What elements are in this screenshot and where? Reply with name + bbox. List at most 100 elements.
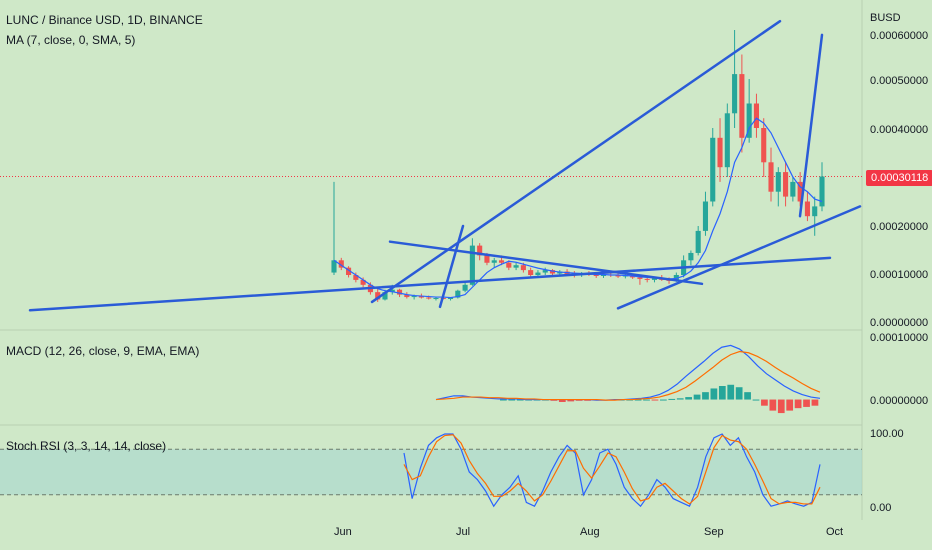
- macd-histogram-bar: [567, 399, 575, 402]
- current-price-badge: 0.00030118: [866, 170, 932, 186]
- candle-body: [506, 262, 512, 268]
- trendline[interactable]: [798, 33, 824, 218]
- trendlines[interactable]: [28, 19, 862, 312]
- candle-body: [513, 265, 519, 268]
- candle-body: [600, 274, 607, 276]
- stoch-legend[interactable]: Stoch RSI (3, 3, 14, 14, close): [6, 439, 167, 453]
- candle-body: [360, 279, 366, 285]
- candle-body: [637, 277, 643, 279]
- macd-histogram-bar: [575, 399, 583, 401]
- symbol-legend[interactable]: LUNC / Binance USD, 1D, BINANCE: [6, 13, 203, 27]
- candle-body: [389, 289, 395, 293]
- price-tick: 0.00040000: [870, 124, 929, 136]
- macd-histogram-bar: [558, 399, 566, 402]
- candle-body: [484, 255, 490, 263]
- trendline[interactable]: [370, 19, 782, 304]
- price-tick: 0.00060000: [870, 30, 929, 42]
- candle-body: [477, 245, 483, 256]
- macd-histogram-bar: [744, 392, 751, 400]
- candle-body: [382, 292, 388, 300]
- candle-body: [739, 74, 745, 138]
- stoch-band: [0, 449, 862, 495]
- candle-body: [768, 162, 774, 192]
- price-tick: 0.00050000: [870, 75, 929, 87]
- macd-histogram-bar: [516, 399, 524, 401]
- candle-body: [695, 230, 701, 253]
- candle-body: [651, 278, 658, 280]
- candle-body: [775, 172, 781, 192]
- time-tick: Oct: [826, 526, 844, 538]
- candle-body: [797, 181, 803, 202]
- candle-body: [397, 289, 403, 295]
- time-tick: Jun: [334, 526, 352, 538]
- stoch-d-line: [403, 434, 821, 505]
- candle-body: [331, 260, 337, 273]
- time-tick: Sep: [704, 526, 724, 538]
- macd-histogram-bar: [803, 399, 810, 407]
- candle-body: [819, 176, 825, 207]
- candle-body: [520, 265, 526, 271]
- ma-legend[interactable]: MA (7, close, 0, SMA, 5): [6, 33, 136, 47]
- macd-histogram-bar: [786, 399, 794, 411]
- macd-histogram-bar: [811, 399, 819, 406]
- macd-histogram-bar: [702, 392, 709, 400]
- candle-body: [462, 284, 468, 291]
- candle-body: [732, 74, 738, 114]
- candle-body: [498, 260, 505, 263]
- macd-histogram-bar: [727, 384, 735, 400]
- candle-body: [615, 275, 621, 277]
- macd-histogram-bar: [634, 399, 642, 401]
- macd-histogram-bar: [777, 399, 785, 414]
- macd-histogram-bar: [685, 397, 692, 400]
- signal-line: [435, 350, 821, 401]
- macd-histogram-bar: [651, 399, 659, 401]
- candle-body: [804, 201, 810, 217]
- time-tick: Aug: [580, 526, 600, 538]
- trendline[interactable]: [616, 205, 862, 310]
- candle-body: [338, 260, 344, 268]
- macd-histogram-bar: [710, 388, 718, 400]
- price-unit: BUSD: [870, 12, 901, 24]
- candle-body: [491, 260, 497, 263]
- trendline[interactable]: [388, 240, 704, 286]
- time-tick: Jul: [456, 526, 471, 538]
- macd-legend[interactable]: MACD (12, 26, close, 9, EMA, EMA): [6, 344, 200, 358]
- candle-body: [644, 278, 650, 280]
- trendline[interactable]: [28, 256, 832, 312]
- macd-histogram-bar: [676, 398, 684, 400]
- candle-body: [404, 294, 410, 298]
- macd-histogram-bar: [550, 399, 558, 401]
- macd-tick: 0.00000000: [870, 395, 929, 407]
- candle-body: [447, 297, 454, 300]
- macd-histogram-bar: [584, 399, 591, 401]
- macd-histogram-bar: [660, 399, 667, 401]
- ma-line: [333, 117, 823, 299]
- candle-body: [418, 296, 424, 298]
- pane-separators: [0, 0, 863, 520]
- candle-body: [702, 201, 709, 231]
- candle-body: [761, 128, 767, 163]
- candle-body: [790, 181, 796, 197]
- stoch-tick: 100.00: [870, 428, 904, 440]
- macd-histogram-bar: [668, 398, 676, 400]
- candle-body: [593, 275, 599, 276]
- candle-body: [433, 298, 439, 300]
- price-tick: 0.00000000: [870, 317, 929, 329]
- candle-body: [812, 206, 818, 217]
- candle-body: [455, 290, 461, 298]
- candle-body: [426, 297, 432, 299]
- candle-body: [549, 270, 556, 274]
- trendline[interactable]: [438, 224, 465, 309]
- macd-histogram-bar: [693, 394, 701, 400]
- macd-histogram-bar: [794, 399, 802, 409]
- macd-histogram-bar: [761, 399, 768, 406]
- candle-body: [542, 270, 548, 273]
- candle-body: [724, 113, 730, 168]
- stoch-tick: 0.00: [870, 502, 892, 514]
- candle-body: [375, 292, 381, 300]
- macd-histogram-bar: [500, 399, 507, 401]
- candle-body: [411, 296, 417, 298]
- macd-histogram-bar: [718, 386, 726, 400]
- candle-body: [717, 137, 723, 168]
